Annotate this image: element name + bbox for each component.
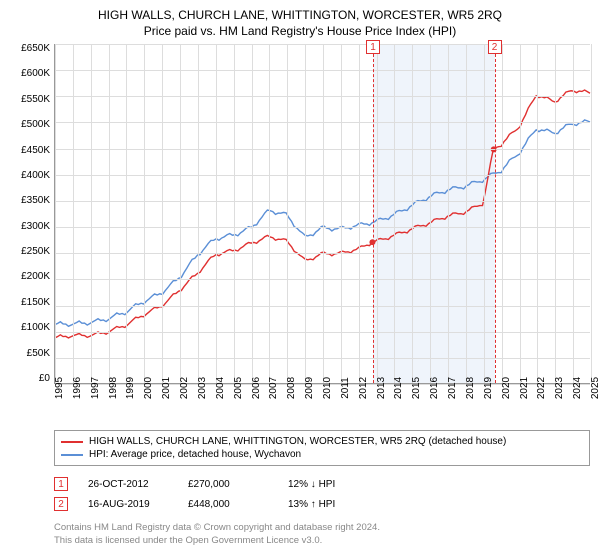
page-title: HIGH WALLS, CHURCH LANE, WHITTINGTON, WO…: [10, 8, 590, 22]
x-tick-label: 2000: [143, 377, 154, 399]
footer-attribution: Contains HM Land Registry data © Crown c…: [54, 522, 590, 548]
x-tick-label: 2020: [501, 377, 512, 399]
sale-delta: 13% ↑ HPI: [288, 499, 368, 510]
x-tick-label: 2002: [179, 377, 190, 399]
x-tick-label: 2013: [376, 377, 387, 399]
x-tick-label: 2024: [572, 377, 583, 399]
y-tick-label: £500K: [21, 120, 50, 130]
sale-marker-badge: 2: [488, 40, 502, 54]
y-tick-label: £550K: [21, 95, 50, 105]
y-tick-label: £50K: [27, 349, 50, 359]
x-tick-label: 2001: [161, 377, 172, 399]
y-tick-label: £650K: [21, 44, 50, 54]
y-tick-label: £600K: [21, 69, 50, 79]
chart-legend: HIGH WALLS, CHURCH LANE, WHITTINGTON, WO…: [54, 430, 590, 466]
x-tick-label: 1999: [125, 377, 136, 399]
x-tick-label: 2025: [590, 377, 600, 399]
x-tick-label: 2003: [197, 377, 208, 399]
x-tick-label: 2008: [286, 377, 297, 399]
y-tick-label: £300K: [21, 222, 50, 232]
x-tick-label: 2023: [554, 377, 565, 399]
sale-date: 26-OCT-2012: [88, 479, 168, 490]
legend-item: HPI: Average price, detached house, Wych…: [61, 448, 583, 461]
x-tick-label: 2012: [358, 377, 369, 399]
footer-line: Contains HM Land Registry data © Crown c…: [54, 522, 590, 535]
y-tick-label: £250K: [21, 247, 50, 257]
price-chart: £650K £600K £550K £500K £450K £400K £350K £300K…: [10, 44, 590, 384]
x-tick-label: 2009: [304, 377, 315, 399]
x-tick-label: 2017: [447, 377, 458, 399]
sale-records: 1 26-OCT-2012 £270,000 12% ↓ HPI 2 16-AUG-201…: [54, 474, 590, 514]
y-axis: £650K £600K £550K £500K £450K £400K £350K £300K…: [10, 44, 54, 384]
x-tick-label: 2010: [322, 377, 333, 399]
sale-price: £270,000: [188, 479, 268, 490]
sale-badge: 2: [54, 497, 68, 511]
legend-label: HPI: Average price, detached house, Wych…: [89, 449, 301, 460]
x-tick-label: 2005: [233, 377, 244, 399]
x-tick-label: 2018: [465, 377, 476, 399]
x-tick-label: 2007: [268, 377, 279, 399]
sale-date: 16-AUG-2019: [88, 499, 168, 510]
x-tick-label: 2019: [483, 377, 494, 399]
legend-swatch: [61, 441, 83, 443]
x-axis: 1995199619971998199920002001200220032004…: [54, 384, 590, 424]
x-tick-label: 2016: [429, 377, 440, 399]
y-tick-label: £450K: [21, 146, 50, 156]
x-tick-label: 1998: [108, 377, 119, 399]
x-tick-label: 1997: [90, 377, 101, 399]
sale-row: 2 16-AUG-2019 £448,000 13% ↑ HPI: [54, 494, 590, 514]
legend-label: HIGH WALLS, CHURCH LANE, WHITTINGTON, WO…: [89, 436, 506, 447]
legend-swatch: [61, 454, 83, 456]
x-tick-label: 2004: [215, 377, 226, 399]
sale-row: 1 26-OCT-2012 £270,000 12% ↓ HPI: [54, 474, 590, 494]
y-tick-label: £0: [39, 374, 50, 384]
x-tick-label: 2022: [536, 377, 547, 399]
x-tick-label: 2021: [519, 377, 530, 399]
legend-item: HIGH WALLS, CHURCH LANE, WHITTINGTON, WO…: [61, 435, 583, 448]
x-tick-label: 1996: [72, 377, 83, 399]
y-tick-label: £100K: [21, 323, 50, 333]
footer-line: This data is licensed under the Open Gov…: [54, 535, 590, 548]
sale-badge: 1: [54, 477, 68, 491]
x-tick-label: 2011: [340, 377, 351, 399]
plot-area: 12: [54, 44, 590, 384]
y-tick-label: £150K: [21, 298, 50, 308]
sale-delta: 12% ↓ HPI: [288, 479, 368, 490]
x-tick-label: 2015: [411, 377, 422, 399]
y-tick-label: £200K: [21, 272, 50, 282]
y-tick-label: £350K: [21, 196, 50, 206]
x-tick-label: 2006: [251, 377, 262, 399]
page-subtitle: Price paid vs. HM Land Registry's House …: [10, 24, 590, 38]
x-tick-label: 1995: [54, 377, 65, 399]
sale-marker-badge: 1: [366, 40, 380, 54]
x-tick-label: 2014: [393, 377, 404, 399]
sale-price: £448,000: [188, 499, 268, 510]
y-tick-label: £400K: [21, 171, 50, 181]
